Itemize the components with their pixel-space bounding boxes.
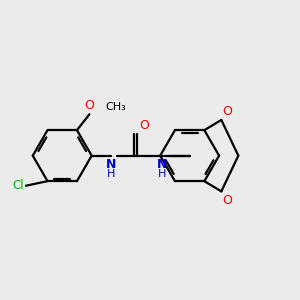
Text: N: N	[106, 158, 117, 172]
Text: O: O	[223, 105, 232, 118]
Text: O: O	[85, 99, 94, 112]
Text: O: O	[223, 194, 232, 207]
Text: CH₃: CH₃	[105, 102, 126, 112]
Text: O: O	[139, 119, 149, 132]
Text: H: H	[158, 169, 166, 179]
Text: H: H	[107, 169, 116, 179]
Text: N: N	[157, 158, 168, 172]
Text: Cl: Cl	[12, 179, 24, 192]
